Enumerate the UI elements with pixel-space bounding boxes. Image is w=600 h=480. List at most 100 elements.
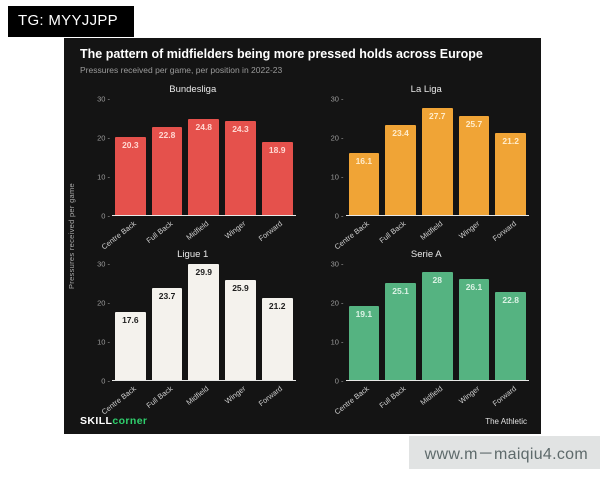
x-tick-label: Winger — [456, 219, 482, 241]
bar: 21.2 — [495, 133, 527, 215]
bar: 26.1 — [458, 279, 490, 380]
bar-value-label: 18.9 — [268, 144, 286, 155]
x-label-cell: Forward — [491, 216, 526, 243]
the-athletic-credit: The Athletic — [485, 416, 527, 426]
x-axis-labels: Centre Back Full Back Midfield Winger Forwar… — [99, 381, 296, 417]
y-tick-label: 30 - — [97, 94, 110, 104]
x-tick-label: Midfield — [184, 384, 211, 408]
chart-title: Serie A — [410, 249, 442, 260]
x-tick-label: Winger — [223, 384, 248, 406]
bar: 23.7 — [151, 288, 183, 380]
x-tick-label: Full Back — [377, 384, 408, 411]
bar-value-label: 20.3 — [122, 139, 139, 150]
plot: 17.6 23.7 29.9 25.9 21.2 — [112, 264, 296, 381]
watermark-url: www.m－maiqiu4.com — [408, 436, 600, 469]
bar: 29.9 — [188, 264, 220, 380]
bar: 25.9 — [225, 279, 256, 380]
y-axis-ticks: 0 - 10 - 20 - 30 - — [90, 95, 112, 221]
x-label-cell: Forward — [491, 381, 526, 408]
chart-title: Ligue 1 — [177, 249, 209, 260]
x-label-cell: Midfield — [418, 381, 453, 408]
x-tick-label: Full Back — [144, 219, 175, 246]
bar: 28 — [421, 271, 453, 380]
x-tick-label: Forward — [257, 219, 285, 244]
x-label-cell: Forward — [257, 216, 293, 243]
x-tick-label: Forward — [490, 384, 518, 409]
bar: 21.2 — [261, 298, 293, 380]
plot: 20.3 22.8 24.8 24.3 18.9 — [112, 99, 296, 216]
chart-la-liga: La Liga 0 - 10 - 20 - 30 - 16.1 23.4 27.7 25.7 21… — [324, 84, 530, 252]
y-tick-label: 20 - — [97, 298, 110, 308]
bar-value-label: 22.8 — [502, 294, 519, 305]
bar-value-label: 26.1 — [465, 282, 483, 293]
x-label-cell: Centre Back — [333, 216, 380, 252]
y-axis-ticks: 0 - 10 - 20 - 30 - — [90, 260, 112, 386]
x-tick-label: Centre Back — [332, 219, 371, 252]
watermark-url-text: www.m－maiqiu4.com — [424, 446, 588, 463]
x-tick-label: Full Back — [144, 384, 175, 411]
plot: 19.1 25.1 28 26.1 22.8 — [345, 264, 529, 381]
x-tick-label: Forward — [257, 384, 285, 409]
x-label-cell: Midfield — [184, 216, 219, 243]
plot-area: 0 - 10 - 20 - 30 - 19.1 25.1 28 26.1 22.8 — [324, 260, 529, 386]
y-tick-label: 30 - — [330, 94, 344, 104]
y-tick-label: 20 - — [330, 133, 344, 143]
plot-area: 0 - 10 - 20 - 30 - 20.3 22.8 24.8 24.3 18.9 — [90, 95, 296, 221]
telegram-badge-text: TG: MYYJJPP — [18, 12, 118, 29]
x-label-cell: Full Back — [144, 381, 183, 410]
y-tick-label: 20 - — [97, 133, 110, 143]
x-tick-label: Midfield — [184, 219, 211, 243]
skillcorner-logo-corner: corner — [112, 415, 148, 427]
bar-value-label: 23.7 — [158, 291, 176, 302]
y-tick-label: 10 - — [330, 337, 344, 347]
x-axis-labels: Centre Back Full Back Midfield Winger Forwar… — [333, 216, 530, 252]
bar-value-label: 17.6 — [122, 314, 139, 325]
plot-area: 0 - 10 - 20 - 30 - 17.6 23.7 29.9 25.9 21.2 — [90, 260, 296, 386]
panel-subtitle: Pressures received per game, per positio… — [80, 65, 283, 75]
y-axis-label: Pressures received per game — [67, 182, 76, 290]
x-tick-label: Midfield — [418, 384, 445, 408]
x-tick-label: Forward — [490, 219, 518, 244]
x-tick-label: Winger — [223, 219, 248, 241]
bar-value-label: 25.9 — [232, 282, 249, 293]
y-tick-label: 20 - — [330, 298, 344, 308]
y-tick-label: 0 - — [334, 211, 344, 221]
x-tick-label: Full Back — [377, 219, 408, 246]
bar: 23.4 — [385, 124, 416, 215]
bar-value-label: 29.9 — [195, 267, 213, 278]
bar: 17.6 — [115, 311, 146, 380]
telegram-badge: TG: MYYJJPP — [8, 6, 134, 37]
bar: 16.1 — [348, 152, 380, 215]
x-label-cell: Winger — [456, 216, 490, 243]
bar: 19.1 — [348, 306, 380, 380]
bar: 22.8 — [151, 126, 183, 215]
bar: 24.8 — [188, 119, 220, 215]
chart-bundesliga: Bundesliga 0 - 10 - 20 - 30 - 20.3 22.8 24.8 24.… — [90, 84, 296, 252]
chart-serie-a: Serie A 0 - 10 - 20 - 30 - 19.1 25.1 28 26.1 22.8… — [324, 249, 529, 417]
bar: 20.3 — [115, 136, 146, 215]
bar: 25.7 — [458, 115, 490, 215]
skillcorner-logo-skill: SKILL — [80, 415, 113, 427]
bar-value-label: 25.7 — [465, 118, 483, 129]
chart-title: Bundesliga — [169, 84, 217, 95]
x-tick-label: Centre Back — [99, 219, 138, 252]
plot: 16.1 23.4 27.7 25.7 21.2 — [345, 99, 529, 216]
plot-area: 0 - 10 - 20 - 30 - 16.1 23.4 27.7 25.7 21.2 — [324, 95, 529, 221]
x-label-cell: Centre Back — [333, 381, 380, 417]
bar-value-label: 16.1 — [355, 155, 373, 166]
bar: 27.7 — [421, 107, 453, 215]
bar: 22.8 — [495, 291, 527, 380]
x-label-cell: Full Back — [378, 216, 416, 245]
y-tick-label: 30 - — [330, 259, 344, 269]
x-tick-label: Centre Back — [99, 384, 138, 417]
chart-panel: The pattern of midfielders being more pr… — [64, 38, 541, 434]
panel-title: The pattern of midfielders being more pr… — [80, 47, 483, 61]
bar-value-label: 21.2 — [268, 301, 286, 312]
x-label-cell: Centre Back — [99, 216, 146, 252]
chart-title: La Liga — [410, 84, 442, 95]
y-tick-label: 0 - — [334, 376, 344, 386]
y-axis-ticks: 0 - 10 - 20 - 30 - — [324, 95, 346, 221]
bar-value-label: 24.3 — [232, 124, 249, 135]
bar-value-label: 22.8 — [158, 129, 176, 140]
